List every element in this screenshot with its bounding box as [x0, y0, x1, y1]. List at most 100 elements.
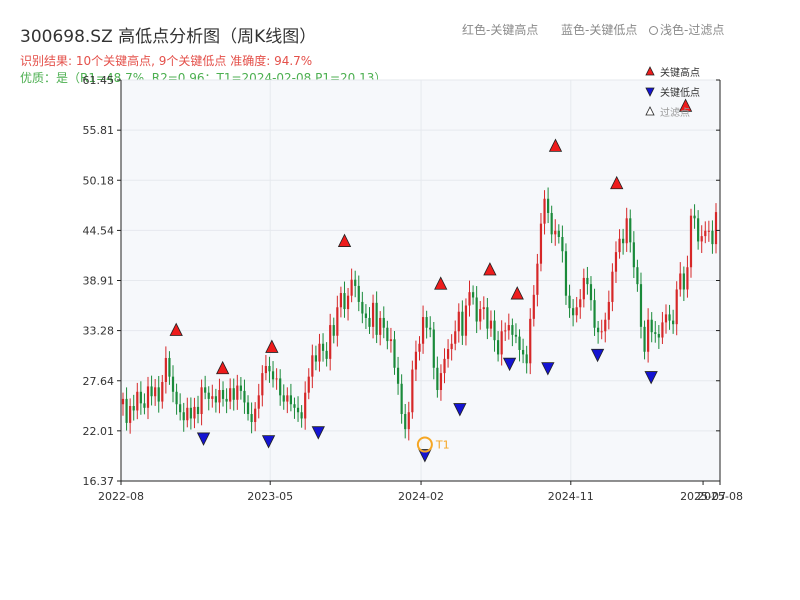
candle-body	[350, 279, 353, 296]
candle-body	[175, 391, 178, 405]
candle-body	[504, 330, 507, 332]
candle-body	[332, 325, 335, 336]
candle-body	[168, 357, 171, 377]
candle-body	[429, 327, 432, 330]
candle-body	[189, 407, 192, 419]
x-tick-label: 2023-05	[247, 490, 293, 503]
legend-high-marker	[645, 66, 655, 76]
candle-body	[318, 343, 321, 362]
candle-body	[304, 392, 307, 419]
legend-top-filtered-label: 浅色-过滤点	[660, 23, 725, 37]
candle-body	[475, 297, 478, 322]
candle-body	[157, 387, 160, 402]
candle-body	[400, 383, 403, 415]
candle-body	[482, 307, 485, 310]
candle-body	[146, 386, 150, 408]
candle-body	[436, 367, 439, 391]
candle-body	[164, 357, 167, 382]
key-low-marker	[502, 357, 517, 372]
key-high-marker	[483, 262, 497, 276]
candle-body	[211, 396, 214, 399]
y-tick-label: 33.28	[83, 325, 115, 338]
legend-low-marker	[645, 87, 655, 97]
y-tick-label: 44.54	[83, 224, 115, 237]
candle-body	[568, 295, 571, 309]
chart-title: 300698.SZ 高低点分析图（周K线图）	[20, 27, 317, 47]
candle-body	[214, 396, 217, 403]
candle-body	[643, 326, 646, 352]
candle-body	[547, 198, 550, 213]
key-low-marker	[453, 403, 467, 417]
key-high-marker	[548, 138, 563, 152]
candle-body	[614, 252, 618, 272]
candle-body	[597, 327, 600, 333]
candle-body	[286, 395, 289, 402]
candle-body	[143, 403, 146, 408]
candle-body	[471, 292, 475, 298]
candle-body	[625, 218, 628, 244]
candle-body	[136, 391, 139, 411]
candle-body	[593, 300, 596, 328]
candle-body	[357, 285, 360, 302]
candle-body	[668, 314, 671, 321]
candle-body	[411, 369, 414, 413]
candle-body	[532, 294, 535, 319]
candle-body	[236, 385, 239, 400]
candle-body	[300, 412, 303, 419]
candle-body	[464, 305, 468, 336]
candle-body	[293, 404, 296, 408]
candle-body	[647, 319, 650, 352]
candle-body	[121, 398, 125, 405]
t1-circle-marker	[416, 436, 433, 453]
legend-top-high: 红色-关键高点	[462, 23, 539, 37]
candle-body	[361, 301, 364, 314]
candle-body	[425, 317, 428, 328]
t1-label: T1	[435, 439, 450, 452]
candle-body	[125, 398, 128, 423]
key-low-marker	[261, 435, 276, 449]
candle-body	[654, 332, 657, 334]
candle-body	[622, 238, 625, 244]
candle-body	[239, 385, 242, 391]
x-tick-label: 2024-02	[398, 490, 444, 503]
candle-body	[229, 388, 232, 402]
y-tick-label: 16.37	[83, 475, 115, 488]
y-tick-label: 38.91	[83, 275, 115, 288]
candle-body	[225, 398, 228, 402]
candle-body	[489, 320, 493, 329]
candle-body	[450, 343, 453, 350]
candle-body	[486, 307, 489, 329]
candle-body	[200, 387, 203, 415]
candle-body	[193, 406, 196, 419]
key-low-marker	[196, 432, 211, 446]
candle-body	[479, 309, 482, 322]
candle-body	[446, 349, 450, 359]
y-tick-label: 55.81	[83, 124, 115, 137]
candle-body	[564, 251, 568, 296]
x-tick-label: 2025-08	[697, 490, 743, 503]
candle-body	[246, 402, 250, 415]
candle-body	[461, 311, 464, 336]
key-low-marker	[418, 449, 432, 463]
candle-body	[511, 325, 514, 335]
candle-body	[421, 317, 425, 344]
candle-body	[368, 317, 371, 327]
candle-body	[264, 365, 267, 374]
candle-body	[600, 331, 603, 333]
candle-body	[386, 327, 389, 342]
key-high-marker	[169, 322, 183, 336]
candle-body	[154, 387, 157, 397]
candle-body	[321, 343, 325, 351]
candle-body	[686, 267, 689, 290]
candle-body	[343, 293, 346, 310]
key-high-marker	[610, 175, 624, 190]
candle-body	[586, 277, 589, 285]
x-tick-label: 2022-08	[98, 490, 144, 503]
candle-body	[650, 319, 653, 333]
key-high-marker	[337, 233, 352, 247]
candle-body	[604, 319, 607, 332]
candle-body	[704, 230, 707, 237]
key-high-marker	[216, 360, 230, 375]
candle-body	[336, 307, 339, 336]
candle-body	[329, 325, 332, 359]
